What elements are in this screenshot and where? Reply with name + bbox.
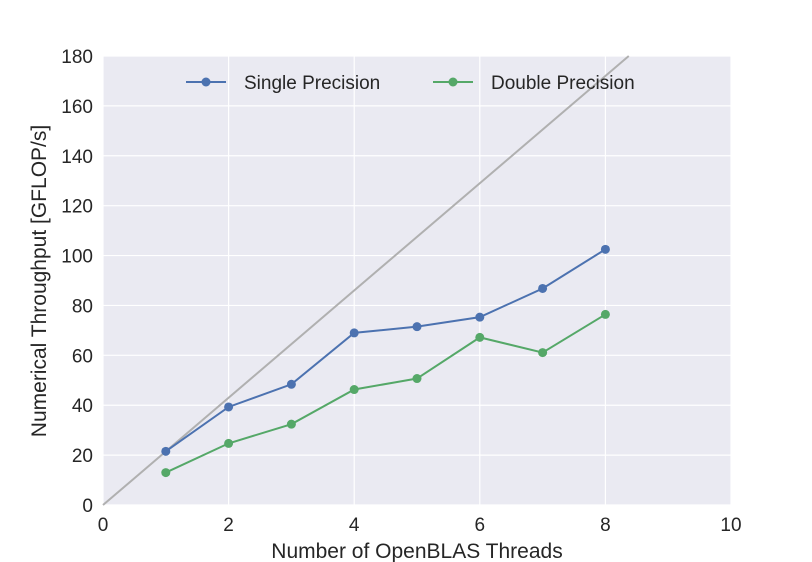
- y-tick-label: 140: [61, 147, 93, 168]
- double-precision-point: [475, 332, 485, 342]
- x-tick-label: 10: [720, 515, 741, 536]
- single-precision-point: [412, 322, 422, 332]
- plot-background: [103, 56, 731, 505]
- y-tick-labels: 0 20 40 60 80 100 120 140 160 180: [61, 47, 93, 517]
- single-precision-point: [349, 328, 359, 338]
- reference-line-group: [102, 55, 630, 506]
- double-precision-point: [600, 309, 610, 319]
- y-tick-label: 40: [72, 396, 93, 417]
- y-tick-label: 80: [72, 296, 93, 317]
- single-precision-line: [165, 248, 606, 453]
- x-tick-label: 4: [349, 515, 360, 536]
- double-precision-point: [161, 468, 171, 478]
- reference-line: [102, 55, 630, 506]
- y-tick-label: 120: [61, 197, 93, 218]
- y-axis-label: Numerical Throughput [GFLOP/s]: [28, 125, 51, 437]
- single-precision-point: [538, 283, 548, 293]
- single-precision-point: [161, 446, 171, 456]
- double-precision-point: [349, 385, 359, 395]
- x-tick-label: 0: [98, 515, 109, 536]
- x-tick-label: 8: [600, 515, 611, 536]
- x-tick-label: 6: [475, 515, 486, 536]
- x-axis-label: Number of OpenBLAS Threads: [271, 540, 562, 562]
- double-precision-point: [538, 348, 548, 358]
- legend-double-precision-label: Double Precision: [491, 73, 635, 94]
- x-tick-labels: 0 2 4 6 8 10: [98, 515, 742, 536]
- single-precision-point: [475, 312, 485, 322]
- y-tick-label: 60: [72, 346, 93, 367]
- x-tick-label: 2: [223, 515, 234, 536]
- legend: Single Precision Double Precision: [186, 73, 635, 94]
- single-precision-point: [600, 244, 610, 254]
- grid: [102, 55, 732, 506]
- y-tick-label: 180: [61, 47, 93, 68]
- series-group: [161, 244, 610, 478]
- single-precision-point: [224, 402, 234, 412]
- double-precision-point: [412, 374, 422, 384]
- y-tick-label: 100: [61, 247, 93, 268]
- y-tick-label: 160: [61, 97, 93, 118]
- double-precision-point: [224, 438, 234, 448]
- legend-double-precision-marker: [448, 77, 458, 87]
- double-precision-line: [165, 313, 606, 474]
- double-precision-point: [286, 419, 296, 429]
- single-precision-point: [286, 379, 296, 389]
- y-tick-label: 0: [82, 496, 93, 517]
- legend-single-precision-label: Single Precision: [244, 73, 380, 94]
- legend-single-precision-marker: [201, 77, 211, 87]
- y-tick-label: 20: [72, 446, 93, 467]
